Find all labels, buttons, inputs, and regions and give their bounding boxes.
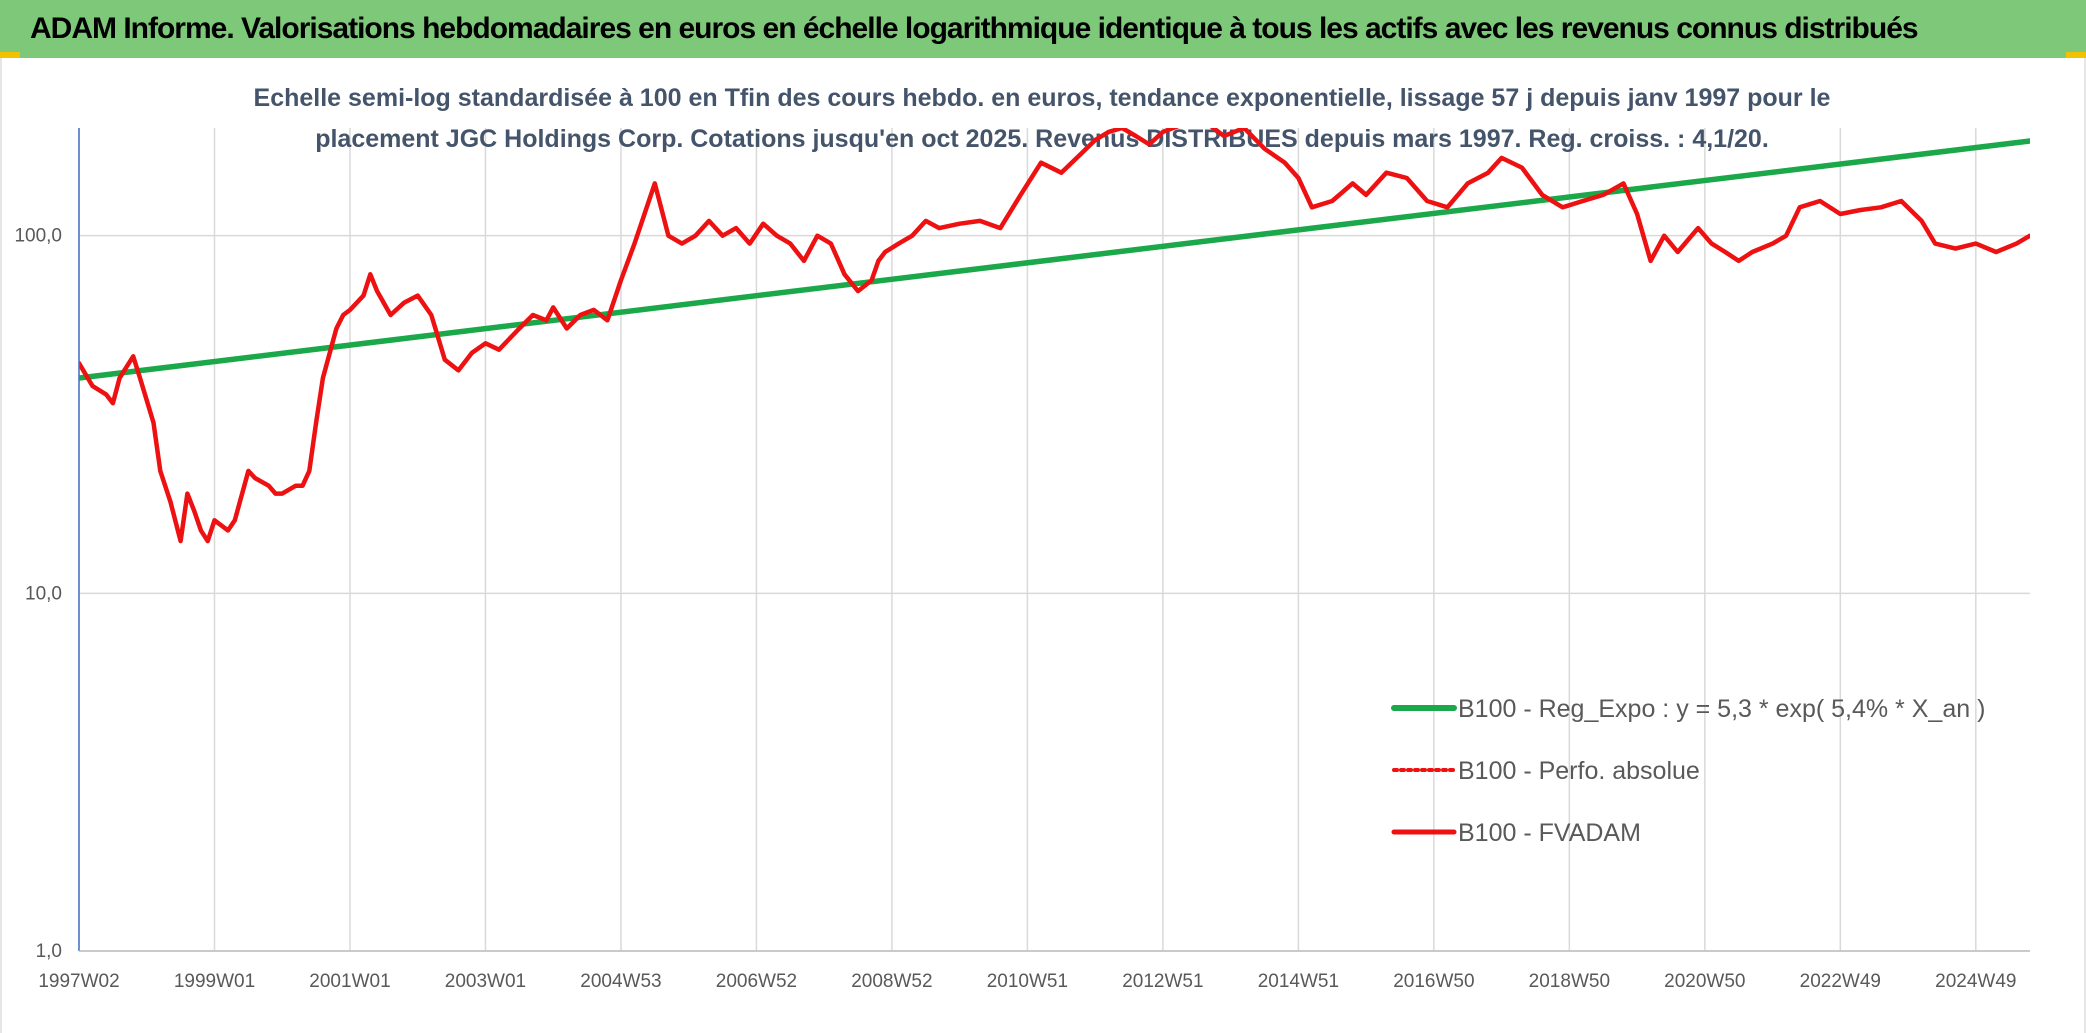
x-tick-label: 2014W51	[1258, 971, 1339, 992]
axis-layer: 1,0 10,0 100,0 1997W02 1999W01 2001W01 2003W01…	[14, 128, 2030, 992]
subtitle-line-1: Echelle semi-log standardisée à 100 en T…	[254, 84, 1831, 112]
chart-svg: Echelle semi-log standardisée à 100 en T…	[14, 84, 2030, 992]
x-tick-label: 2004W53	[580, 971, 661, 992]
y-tick-label: 100,0	[14, 226, 62, 247]
series-line-2	[79, 128, 2030, 544]
subtitle-line-2: placement JGC Holdings Corp. Cotations j…	[315, 125, 1769, 153]
legend-label-1: B100 - Perfo. absolue	[1458, 757, 1700, 785]
x-tick-label: 2003W01	[445, 971, 526, 992]
report-title: ADAM Informe. Valorisations hebdomadaire…	[30, 12, 1919, 45]
x-tick-label: 2020W50	[1664, 971, 1745, 992]
chart-subtitle: Echelle semi-log standardisée à 100 en T…	[254, 84, 1831, 153]
legend-label-2: B100 - FVADAM	[1458, 819, 1641, 847]
x-tick-label: 2024W49	[1935, 971, 2016, 992]
x-tick-label: 2022W49	[1800, 971, 1881, 992]
x-tick-label: 2018W50	[1529, 971, 1610, 992]
x-tick-label: 2010W51	[987, 971, 1068, 992]
report-banner: ADAM Informe. Valorisations hebdomadaire…	[0, 0, 2086, 58]
y-tick-label: 1,0	[36, 941, 62, 962]
chart-area: Echelle semi-log standardisée à 100 en T…	[0, 58, 2086, 1033]
x-tick-label: 2012W51	[1122, 971, 1203, 992]
x-tick-label: 2001W01	[309, 971, 390, 992]
grid-layer	[78, 128, 2030, 952]
x-tick-label: 1999W01	[174, 971, 255, 992]
series-layer	[79, 128, 2030, 544]
x-tick-label: 2008W52	[851, 971, 932, 992]
y-tick-label: 10,0	[25, 583, 62, 604]
series-line-0	[79, 138, 2030, 381]
x-tick-label: 2006W52	[716, 971, 797, 992]
chart-legend: B100 - Reg_Expo : y = 5,3 * exp( 5,4% * …	[1391, 695, 1985, 847]
legend-label-0: B100 - Reg_Expo : y = 5,3 * exp( 5,4% * …	[1458, 695, 1985, 723]
x-tick-label: 2016W50	[1393, 971, 1474, 992]
x-tick-label: 1997W02	[38, 971, 119, 992]
